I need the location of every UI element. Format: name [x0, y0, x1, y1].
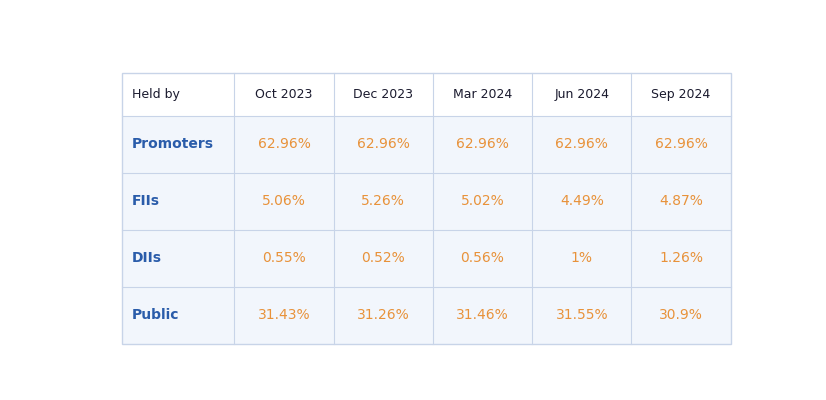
Text: 31.55%: 31.55% — [555, 308, 608, 322]
Text: 62.96%: 62.96% — [555, 137, 608, 151]
Text: 0.52%: 0.52% — [362, 251, 406, 265]
Text: 31.46%: 31.46% — [456, 308, 509, 322]
Text: Dec 2023: Dec 2023 — [354, 88, 413, 101]
Text: 62.96%: 62.96% — [654, 137, 707, 151]
Text: Held by: Held by — [132, 88, 180, 101]
Text: Mar 2024: Mar 2024 — [453, 88, 512, 101]
Text: 4.87%: 4.87% — [659, 194, 703, 208]
Text: 62.96%: 62.96% — [456, 137, 509, 151]
Text: Oct 2023: Oct 2023 — [255, 88, 313, 101]
Text: 5.26%: 5.26% — [362, 194, 406, 208]
Text: Public: Public — [132, 308, 179, 322]
Text: 31.26%: 31.26% — [357, 308, 410, 322]
Text: 31.43%: 31.43% — [258, 308, 311, 322]
Text: 5.06%: 5.06% — [262, 194, 306, 208]
Text: 30.9%: 30.9% — [659, 308, 703, 322]
Text: Sep 2024: Sep 2024 — [652, 88, 710, 101]
Text: 5.02%: 5.02% — [461, 194, 505, 208]
Text: Jun 2024: Jun 2024 — [554, 88, 610, 101]
Text: 4.49%: 4.49% — [560, 194, 604, 208]
Text: 62.96%: 62.96% — [258, 137, 311, 151]
Text: 0.55%: 0.55% — [262, 251, 306, 265]
Text: 0.56%: 0.56% — [461, 251, 505, 265]
Text: 1%: 1% — [571, 251, 593, 265]
Text: FIIs: FIIs — [132, 194, 160, 208]
Text: DIIs: DIIs — [132, 251, 162, 265]
Text: 62.96%: 62.96% — [357, 137, 410, 151]
Text: Promoters: Promoters — [132, 137, 214, 151]
Text: 1.26%: 1.26% — [659, 251, 703, 265]
